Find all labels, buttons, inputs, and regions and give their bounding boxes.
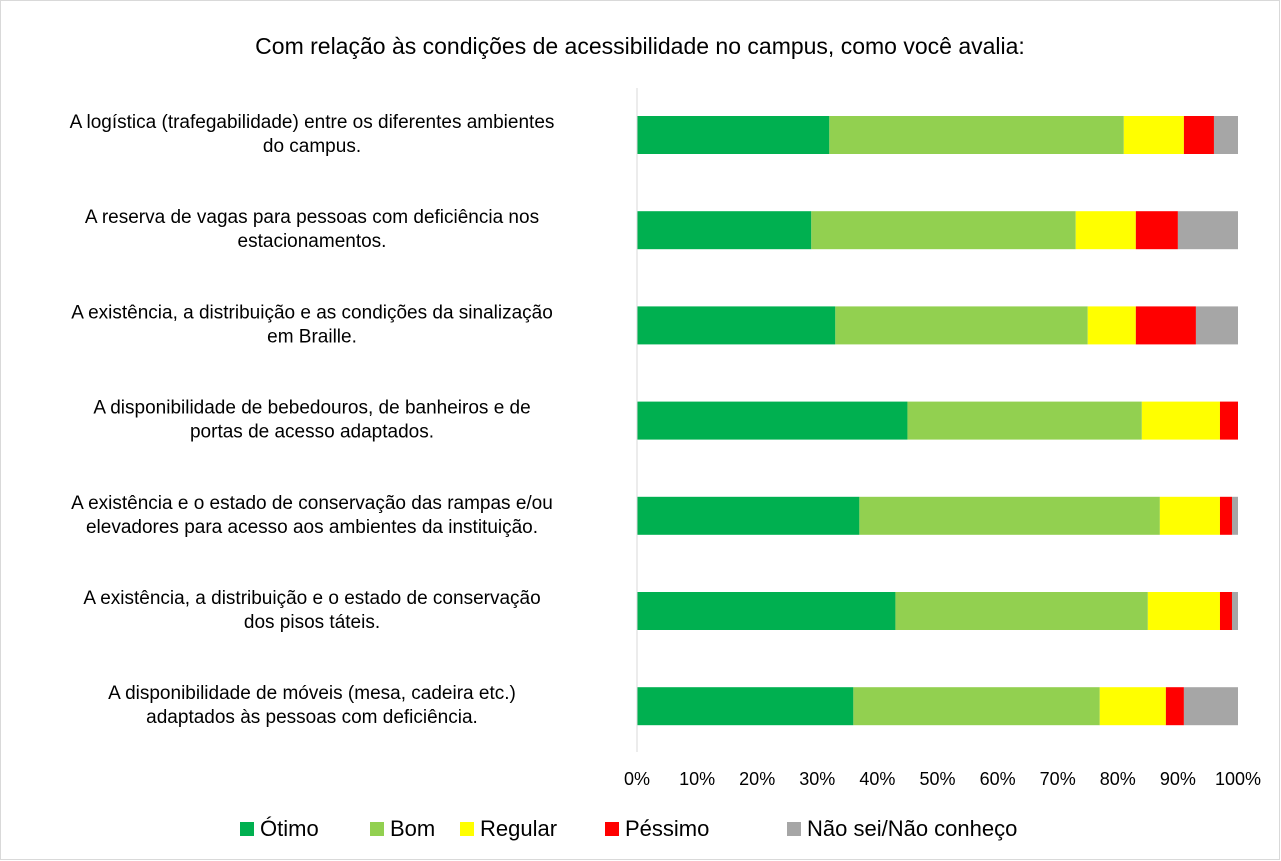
bar-segment bbox=[907, 401, 1142, 440]
bar-segment bbox=[829, 116, 1124, 154]
legend-swatch bbox=[787, 822, 801, 836]
category-label: A disponibilidade de móveis (mesa, cadei… bbox=[108, 683, 516, 704]
x-tick-label: 10% bbox=[679, 769, 715, 789]
legend-label: Regular bbox=[480, 816, 557, 841]
bar-segment bbox=[1219, 592, 1232, 630]
legend-label: Ótimo bbox=[260, 816, 319, 841]
bar-segment bbox=[1231, 496, 1238, 535]
category-label: portas de acesso adaptados. bbox=[190, 422, 434, 443]
category-label: do campus. bbox=[263, 136, 361, 157]
legend-swatch bbox=[460, 822, 474, 836]
bar-segment bbox=[1213, 116, 1238, 154]
bar-segment bbox=[859, 496, 1160, 535]
bar-segment bbox=[1075, 211, 1136, 250]
bar-segment bbox=[1219, 496, 1232, 535]
bar-segment bbox=[1231, 592, 1238, 630]
category-label: A existência e o estado de conservação d… bbox=[71, 493, 553, 514]
x-tick-label: 20% bbox=[739, 769, 775, 789]
bar-segment bbox=[637, 116, 830, 154]
legend-label: Péssimo bbox=[625, 816, 709, 841]
x-tick-label: 50% bbox=[919, 769, 955, 789]
bar-segment bbox=[637, 401, 908, 440]
bar-segment bbox=[1219, 401, 1238, 440]
bar-segment bbox=[1141, 401, 1220, 440]
legend-label: Bom bbox=[390, 816, 435, 841]
category-label: A existência, a distribuição e o estado … bbox=[83, 588, 540, 609]
bar-segment bbox=[1099, 687, 1166, 726]
x-tick-label: 90% bbox=[1160, 769, 1196, 789]
x-tick-label: 0% bbox=[624, 769, 650, 789]
category-label: A disponibilidade de bebedouros, de banh… bbox=[93, 398, 530, 419]
category-label: dos pisos táteis. bbox=[244, 612, 380, 633]
chart-title: Com relação às condições de acessibilida… bbox=[255, 33, 1025, 59]
legend-label: Não sei/Não conheço bbox=[807, 816, 1017, 841]
bar-segment bbox=[1195, 306, 1238, 345]
bar-segment bbox=[1123, 116, 1184, 154]
x-tick-label: 30% bbox=[799, 769, 835, 789]
bar-segment bbox=[1135, 211, 1178, 250]
bar-segment bbox=[637, 496, 860, 535]
bar-segment bbox=[1135, 306, 1196, 345]
category-label: adaptados às pessoas com deficiência. bbox=[146, 707, 478, 728]
x-tick-label: 100% bbox=[1215, 769, 1261, 789]
legend-swatch bbox=[370, 822, 384, 836]
legend-swatch bbox=[240, 822, 254, 836]
legend-swatch bbox=[605, 822, 619, 836]
x-tick-label: 80% bbox=[1100, 769, 1136, 789]
bar-segment bbox=[895, 592, 1148, 630]
bar-segment bbox=[637, 211, 812, 250]
bar-segment bbox=[835, 306, 1088, 345]
bar-segment bbox=[1183, 116, 1214, 154]
x-tick-label: 40% bbox=[859, 769, 895, 789]
category-label: A logística (trafegabilidade) entre os d… bbox=[70, 112, 555, 133]
category-label: A reserva de vagas para pessoas com defi… bbox=[85, 207, 539, 228]
bar-segment bbox=[811, 211, 1076, 250]
category-label: estacionamentos. bbox=[238, 231, 387, 252]
category-label: elevadores para acesso aos ambientes da … bbox=[86, 517, 538, 538]
bar-segment bbox=[1159, 496, 1220, 535]
bar-segment bbox=[1177, 211, 1238, 250]
x-tick-label: 60% bbox=[980, 769, 1016, 789]
bar-segment bbox=[1147, 592, 1220, 630]
bar-segment bbox=[853, 687, 1100, 726]
bar-segment bbox=[637, 687, 854, 726]
category-label: A existência, a distribuição e as condiç… bbox=[71, 302, 553, 323]
x-tick-label: 70% bbox=[1040, 769, 1076, 789]
bar-segment bbox=[1183, 687, 1238, 726]
bar-segment bbox=[1165, 687, 1184, 726]
category-label: em Braille. bbox=[267, 326, 357, 347]
bar-segment bbox=[637, 306, 836, 345]
bar-segment bbox=[637, 592, 896, 630]
bar-segment bbox=[1087, 306, 1136, 345]
